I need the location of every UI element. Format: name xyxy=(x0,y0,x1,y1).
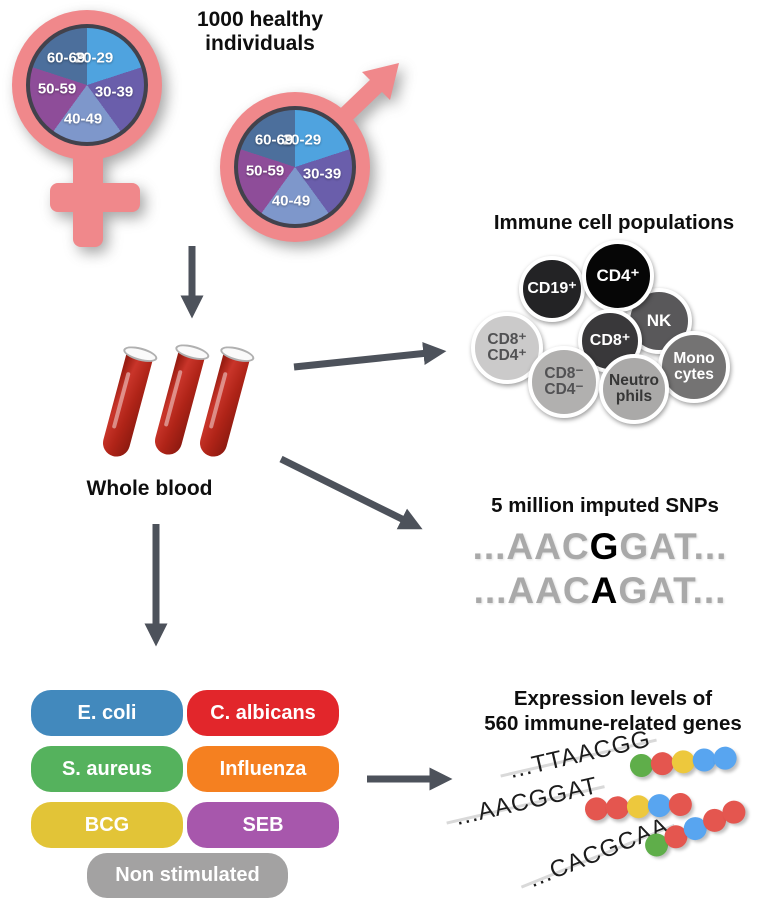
cell-label: CD19⁺ xyxy=(527,279,577,297)
figure-title-line2: individuals xyxy=(205,32,315,56)
red-dot-icon xyxy=(605,795,630,820)
red-dot-icon xyxy=(668,792,693,817)
female-age-pie-chart: 20-29 30-39 40-49 50-59 60-69 xyxy=(26,24,148,146)
stimulus-saureus: S. aureus xyxy=(31,746,183,792)
pie-label-60-69: 60-69 xyxy=(254,131,294,149)
cell-cd8pos-cd4pos: CD8⁺ CD4⁺ xyxy=(471,312,543,384)
blue-dot-icon xyxy=(712,745,738,771)
snp-seq-pre: ...AAC xyxy=(472,526,590,567)
whole-blood-label: Whole blood xyxy=(86,477,213,500)
yellow-dot-icon xyxy=(626,794,651,819)
tube-blood xyxy=(99,351,154,460)
expression-title-line2: 560 immune-related genes xyxy=(484,712,742,735)
pie-label-20-29: 20-29 xyxy=(74,49,114,67)
blood-tube-icon xyxy=(151,341,211,458)
tube-blood xyxy=(151,349,206,458)
stimulus-influenza: Influenza xyxy=(187,746,339,792)
female-symbol-icon: 20-29 30-39 40-49 50-59 60-69 xyxy=(5,5,175,255)
male-age-pie-chart: 20-29 30-39 40-49 50-59 60-69 xyxy=(234,106,356,228)
pie-label-50-59: 50-59 xyxy=(245,162,285,180)
stimulus-calbicans: C. albicans xyxy=(187,690,339,736)
cell-cd4: CD4⁺ xyxy=(582,240,654,312)
snp-allele: A xyxy=(590,570,619,611)
cell-label: Mono xyxy=(673,350,715,368)
snps-title: 5 million imputed SNPs xyxy=(491,494,719,517)
male-symbol-ring: 20-29 30-39 40-49 50-59 60-69 xyxy=(220,92,370,242)
cell-label: CD4⁺ xyxy=(596,266,640,286)
stimulus-bcg: BCG xyxy=(31,802,183,848)
cell-label: CD4⁺ xyxy=(487,347,527,364)
pie-label-30-39: 30-39 xyxy=(302,165,342,183)
stimulus-seb: SEB xyxy=(187,802,339,848)
male-symbol-icon: 20-29 30-39 40-49 50-59 60-69 xyxy=(218,56,428,251)
cell-label: NK xyxy=(646,311,672,331)
cell-label: CD4⁻ xyxy=(544,381,584,398)
snp-sequence-2: ...AACAGAT... xyxy=(430,572,770,609)
blood-tube-icon xyxy=(196,343,256,460)
tube-blood xyxy=(196,351,251,460)
snp-seq-pre: ...AAC xyxy=(473,570,591,611)
cell-label: CD8⁻ xyxy=(544,365,584,383)
stimulus-ecoli: E. coli xyxy=(31,690,183,736)
female-symbol-crossbar xyxy=(50,183,140,212)
arrow-blood-to-snps xyxy=(279,455,423,530)
red-dot-icon xyxy=(584,796,609,821)
cell-label: CD8⁺ xyxy=(487,331,527,349)
pie-label-60-69: 60-69 xyxy=(46,49,86,67)
cell-neutrophils: Neutro phils xyxy=(599,354,669,424)
cell-monocytes: Mono cytes xyxy=(658,331,730,403)
expression-dots-2 xyxy=(584,792,693,821)
cell-label: Neutro xyxy=(609,372,659,390)
pie-label-30-39: 30-39 xyxy=(94,83,134,101)
snp-seq-post: GAT... xyxy=(619,526,728,567)
pie-label-40-49: 40-49 xyxy=(63,110,103,128)
snp-sequence-1: ...AACGGAT... xyxy=(430,528,770,565)
figure-title-line1: 1000 healthy xyxy=(196,8,324,31)
arrow-blood-to-cells xyxy=(293,341,447,371)
expression-title: Expression levels of 560 immune-related … xyxy=(455,686,771,736)
snp-seq-post: GAT... xyxy=(618,570,727,611)
cell-label: CD8⁺ xyxy=(589,331,631,349)
female-symbol-ring: 20-29 30-39 40-49 50-59 60-69 xyxy=(12,10,162,160)
cell-cd8neg-cd4neg: CD8⁻ CD4⁻ xyxy=(528,346,600,418)
stimulus-nonstimulated: Non stimulated xyxy=(87,853,288,898)
immune-populations-title: Immune cell populations xyxy=(493,211,735,234)
expression-title-line1: Expression levels of xyxy=(513,687,713,710)
pie-label-50-59: 50-59 xyxy=(37,80,77,98)
blood-tube-icon xyxy=(99,343,159,460)
cell-cd19: CD19⁺ xyxy=(519,256,585,322)
pie-label-40-49: 40-49 xyxy=(271,192,311,210)
snp-allele: G xyxy=(589,526,620,567)
pie-label-20-29: 20-29 xyxy=(282,131,322,149)
cell-label: cytes xyxy=(674,366,714,383)
cell-label: phils xyxy=(615,388,653,405)
figure-title: 1000 healthy individuals xyxy=(150,8,370,56)
